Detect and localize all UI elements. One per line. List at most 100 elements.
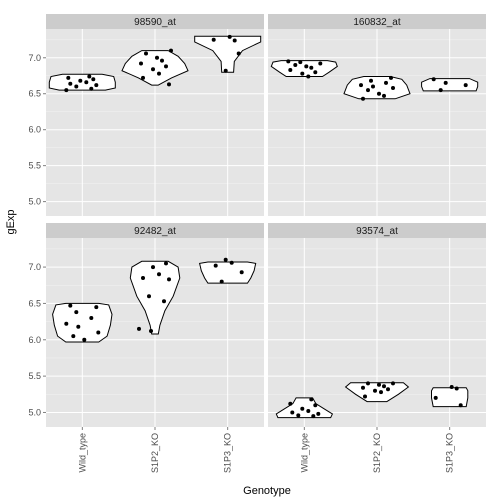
violin-shape: [121, 50, 189, 86]
data-point: [164, 64, 168, 69]
data-point: [211, 37, 216, 42]
data-point: [382, 93, 386, 98]
data-point: [309, 65, 314, 70]
data-point: [219, 279, 224, 284]
data-point: [229, 260, 234, 265]
data-point: [389, 75, 393, 80]
data-point: [94, 305, 99, 310]
data-point: [164, 261, 168, 266]
data-point: [391, 86, 395, 90]
data-point: [66, 75, 71, 80]
data-point: [288, 68, 293, 72]
data-point: [139, 61, 143, 66]
facet-title: 98590_at: [134, 17, 176, 28]
data-point: [223, 257, 228, 262]
x-tick-label: S1P3_KO: [445, 433, 455, 473]
y-axis-title: gExp: [5, 209, 17, 234]
facet-title: 160832_at: [353, 17, 400, 28]
data-point: [167, 277, 171, 282]
data-point: [306, 74, 311, 79]
data-point: [309, 397, 314, 402]
data-point: [141, 75, 145, 80]
data-point: [169, 48, 173, 53]
data-point: [87, 74, 92, 79]
y-tick-label: 6.5: [28, 298, 41, 308]
data-point: [91, 77, 96, 82]
facet-strip: [268, 223, 486, 238]
data-point: [89, 86, 94, 91]
data-point: [64, 88, 69, 93]
violin-shape: [421, 78, 479, 92]
y-tick-label: 6.5: [28, 89, 41, 99]
data-point: [318, 61, 323, 66]
data-point: [223, 68, 228, 73]
data-point: [369, 78, 373, 83]
data-point: [213, 263, 218, 268]
violin-shape: [431, 387, 469, 408]
data-point: [296, 413, 301, 418]
data-point: [384, 80, 388, 85]
data-point: [438, 88, 443, 93]
data-point: [371, 84, 375, 89]
data-point: [94, 83, 99, 88]
data-point: [144, 51, 148, 56]
data-point: [232, 38, 237, 43]
data-point: [149, 329, 153, 333]
x-tick-label: S1P2_KO: [150, 433, 160, 473]
data-point: [373, 388, 377, 393]
data-point: [76, 324, 81, 329]
y-tick-label: 6.0: [28, 335, 41, 345]
data-point: [290, 410, 295, 415]
y-tick-label: 5.5: [28, 161, 41, 171]
data-point: [361, 96, 365, 101]
y-tick-label: 5.0: [28, 407, 41, 417]
data-point: [74, 310, 79, 315]
data-point: [379, 390, 383, 395]
x-tick-label: Wild_type: [299, 433, 309, 473]
data-point: [74, 84, 79, 89]
data-point: [157, 272, 161, 277]
data-point: [236, 51, 241, 56]
data-point: [64, 321, 69, 326]
data-point: [366, 88, 370, 93]
data-point: [84, 80, 89, 85]
data-point: [137, 326, 141, 331]
data-point: [458, 403, 463, 408]
violin-shape: [48, 73, 116, 91]
data-point: [300, 406, 305, 411]
data-point: [160, 58, 164, 63]
data-point: [311, 414, 316, 419]
data-point: [366, 381, 370, 386]
violin-shape: [52, 302, 113, 343]
data-point: [293, 63, 298, 67]
data-point: [141, 276, 145, 280]
data-point: [96, 330, 101, 335]
facet-strip: [46, 14, 264, 29]
data-point: [363, 394, 367, 399]
data-point: [306, 409, 311, 413]
data-point: [433, 395, 438, 400]
data-point: [68, 81, 73, 86]
data-point: [391, 381, 395, 386]
y-tick-label: 7.0: [28, 53, 41, 63]
x-tick-label: S1P2_KO: [372, 433, 382, 473]
data-point: [167, 82, 171, 87]
data-point: [382, 384, 386, 389]
data-point: [89, 316, 94, 320]
violin-shape: [198, 261, 257, 284]
data-point: [359, 83, 363, 88]
facet-title: 93574_at: [356, 226, 398, 237]
data-point: [78, 78, 83, 83]
data-point: [82, 337, 87, 342]
y-tick-label: 5.5: [28, 371, 41, 381]
data-point: [431, 77, 436, 82]
data-point: [155, 55, 159, 60]
data-point: [298, 60, 303, 65]
data-point: [386, 387, 390, 392]
facet-strip: [268, 14, 486, 29]
data-point: [71, 334, 76, 339]
data-point: [239, 270, 244, 275]
data-point: [288, 401, 293, 406]
data-point: [157, 71, 161, 76]
